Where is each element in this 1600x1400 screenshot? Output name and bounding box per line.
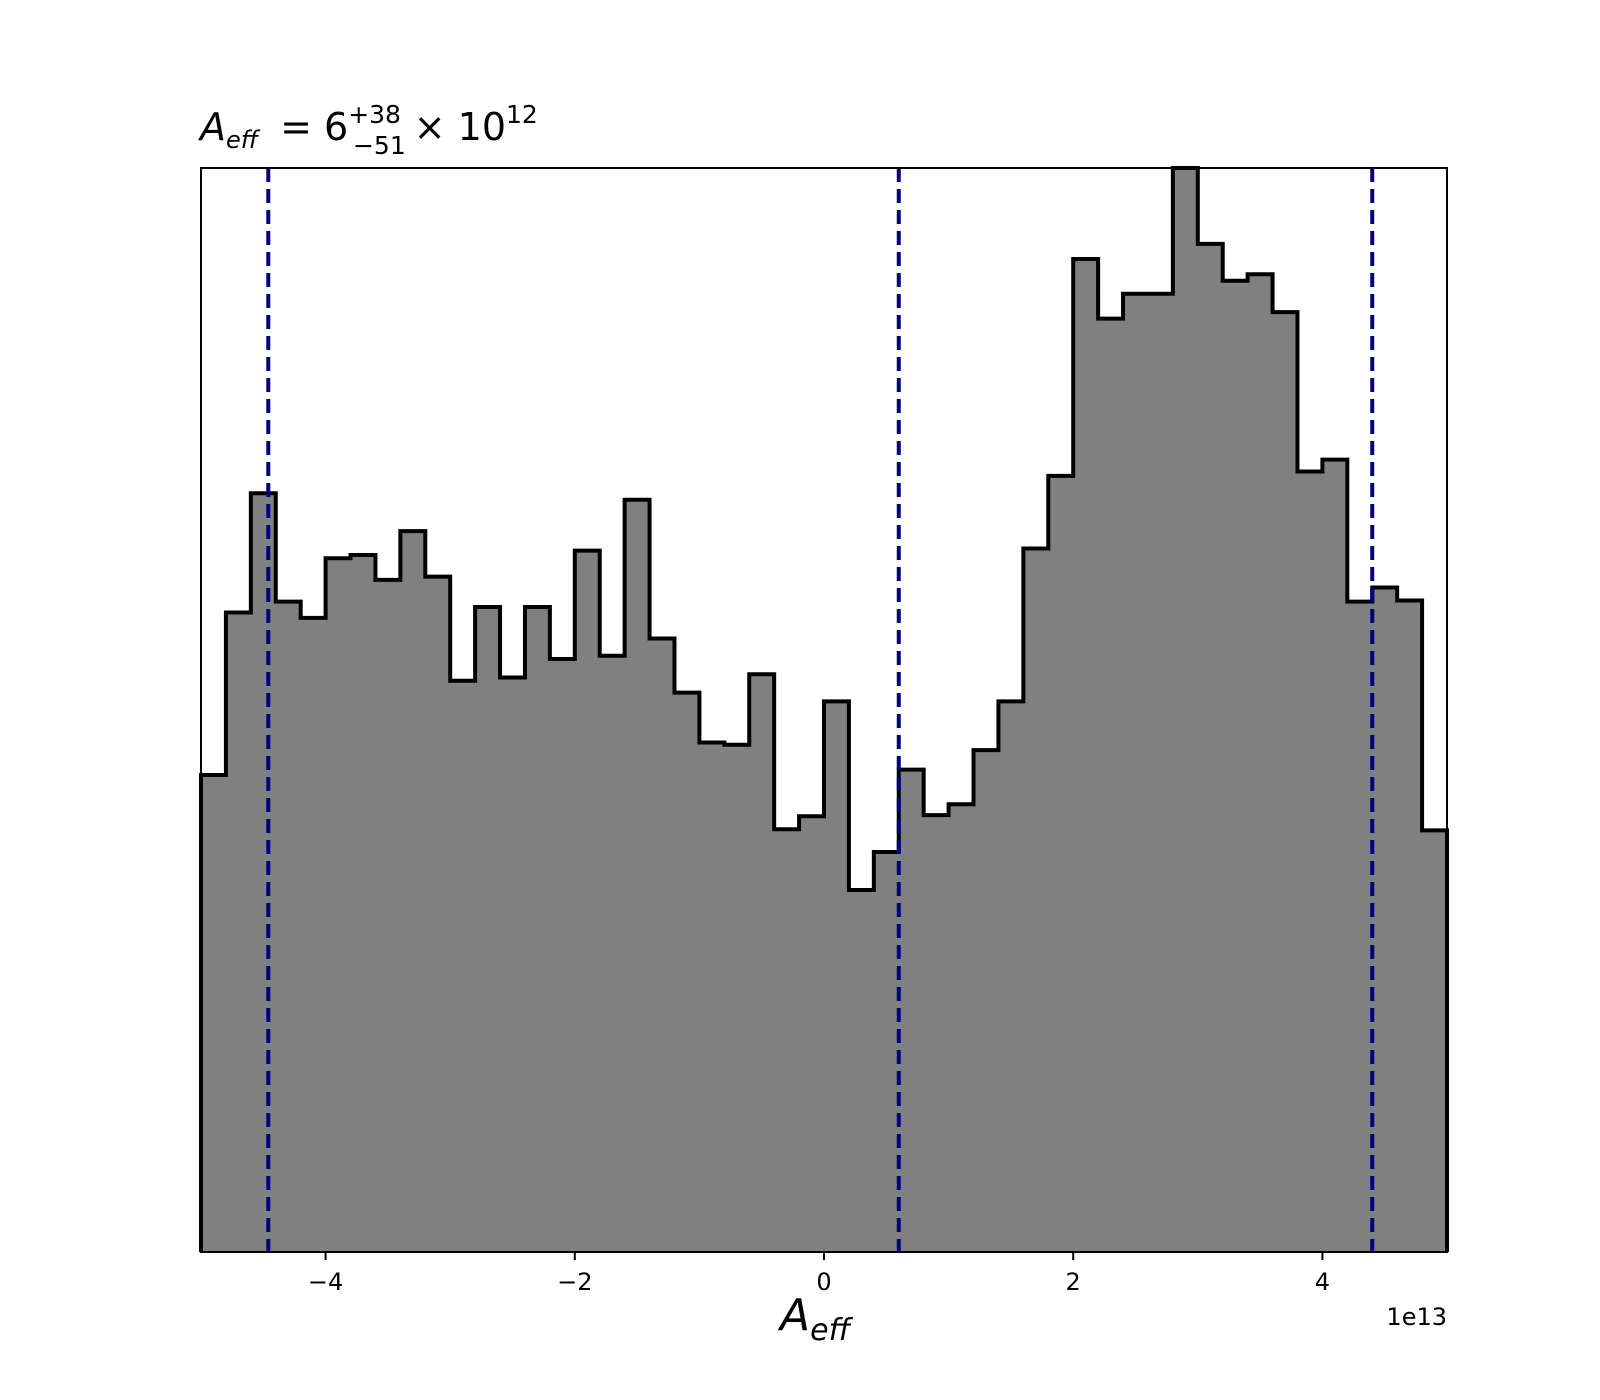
histogram-bar	[1197, 243, 1224, 1252]
x-tick-label: 0	[816, 1268, 831, 1296]
histogram-bar	[1023, 548, 1049, 1252]
histogram-bar	[1347, 601, 1373, 1252]
histogram-bar	[824, 701, 850, 1252]
histogram-bar	[450, 680, 476, 1252]
title-var-sub: eff	[226, 126, 261, 154]
histogram-bar	[749, 674, 775, 1252]
histogram-bar	[973, 750, 999, 1252]
histogram-bar	[923, 815, 950, 1252]
histogram-bar	[873, 852, 900, 1252]
histogram-bar	[649, 638, 675, 1252]
histogram-bar	[624, 499, 651, 1253]
histogram-bar	[699, 742, 725, 1252]
histogram-bar	[1397, 600, 1423, 1252]
x-tick-label: −4	[308, 1268, 343, 1296]
x-axis-offset-label: 1e13	[1386, 1303, 1447, 1331]
x-tick-label: 2	[1066, 1268, 1081, 1296]
histogram-bar	[225, 612, 252, 1252]
histogram-bar	[250, 493, 277, 1252]
histogram-bar	[475, 607, 501, 1252]
x-tick-label: −2	[557, 1268, 592, 1296]
histogram-bar	[1322, 459, 1348, 1252]
quantile-lines	[266, 168, 1375, 1252]
histogram-bar	[774, 829, 800, 1252]
histogram-bar	[1123, 293, 1149, 1252]
histogram-bar	[1098, 318, 1124, 1252]
histogram-bar	[948, 804, 975, 1252]
histogram-bar	[1073, 259, 1099, 1252]
histogram-bar	[1372, 587, 1398, 1252]
x-axis-label: Aeff	[777, 1290, 854, 1348]
histogram-bar	[1422, 830, 1448, 1252]
histogram-bar	[425, 576, 451, 1252]
histogram-bar	[1297, 471, 1323, 1252]
histogram-bar	[1272, 312, 1298, 1252]
histogram-bar	[599, 655, 626, 1252]
histogram-bar	[1222, 280, 1249, 1253]
title-sup: +38	[348, 100, 401, 129]
histogram-bars	[201, 168, 1448, 1253]
histogram-bar	[898, 769, 925, 1252]
title-equals: = 6	[280, 105, 348, 149]
xlabel-var-sub: eff	[810, 1313, 853, 1348]
histogram-bar	[325, 558, 352, 1252]
title-exp: 12	[506, 100, 538, 129]
histogram-bar	[549, 659, 576, 1252]
histogram-bar	[1247, 274, 1274, 1252]
title-times: × 10	[414, 105, 506, 149]
x-axis-ticks: −4 −2 0 2 4	[308, 1252, 1330, 1296]
histogram-outline	[199, 166, 1449, 1252]
histogram-bar	[201, 775, 227, 1252]
histogram-bar	[350, 554, 376, 1252]
x-tick-label: 4	[1315, 1268, 1330, 1296]
histogram-bar	[375, 579, 401, 1252]
histogram-bar	[998, 701, 1024, 1252]
chart-title: Aeff = 6+38 −51 × 1012	[197, 100, 538, 160]
histogram-bar	[500, 677, 526, 1252]
histogram-bar	[724, 744, 750, 1252]
histogram-bar	[1048, 475, 1074, 1253]
histogram-bar	[1147, 293, 1174, 1252]
histogram-bar	[300, 617, 327, 1252]
histogram-bar	[799, 816, 825, 1252]
title-var: A	[197, 105, 226, 149]
xlabel-var: A	[777, 1290, 810, 1341]
histogram-bar	[1172, 168, 1199, 1252]
histogram-bar	[574, 550, 601, 1252]
histogram-bar	[848, 889, 875, 1252]
histogram-bar	[400, 531, 426, 1252]
histogram-bar	[524, 607, 551, 1252]
title-sub: −51	[353, 131, 406, 160]
histogram-bar	[275, 601, 302, 1252]
histogram-bar	[674, 692, 700, 1252]
